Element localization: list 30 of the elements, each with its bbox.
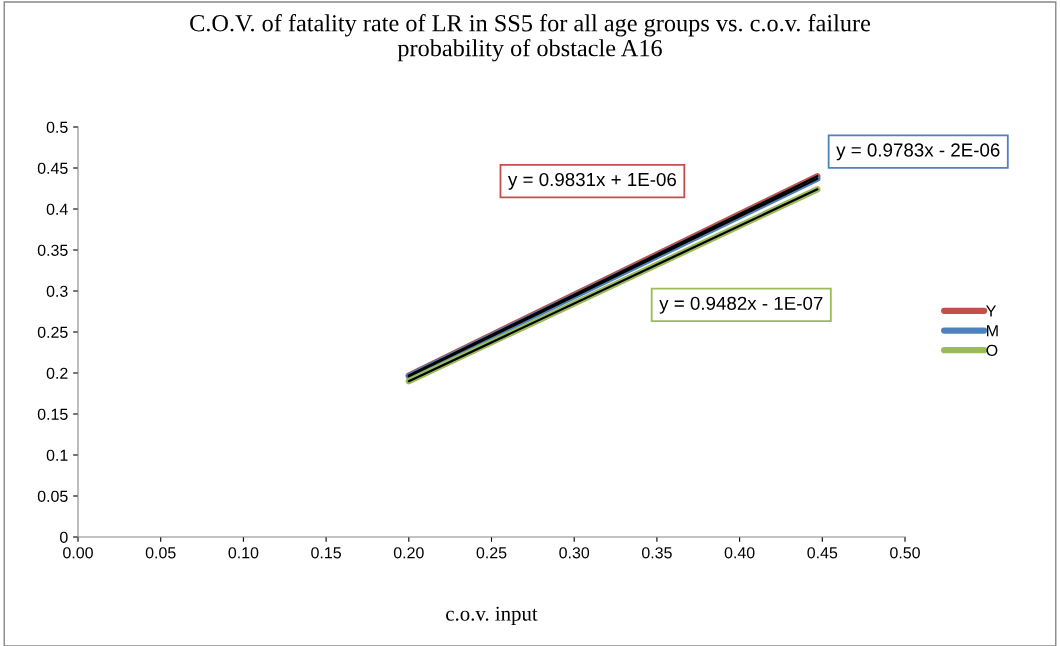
x-tick-label: 0.15 [311,547,341,559]
x-tick-label: 0.40 [724,547,755,559]
x-tick-label: 0.35 [641,547,672,559]
legend-label: O [986,344,998,356]
annotation: y = 0.9482x - 1E-07 [659,296,823,314]
x-tick-label: 0.30 [559,547,590,559]
legend-label: Y [986,305,997,317]
y-tick-label: 0.5 [46,121,68,133]
x-tick-label: 0.45 [807,547,838,559]
x-tick-label: 0.50 [890,547,920,559]
y-tick-label: 0.2 [46,367,68,379]
legend-label: M [987,325,998,337]
y-tick-label: 0.4 [46,203,68,215]
y-tick-label: 0.05 [37,490,68,502]
x-tick-label: 0.00 [63,547,93,559]
x-tick-label: 0.25 [476,547,507,559]
annotation: y = 0.9831x + 1E-06 [508,172,677,190]
y-tick-label: 0.3 [46,285,68,297]
x-tick-label: 0.10 [228,547,259,559]
x-axis-title: c.o.v. input [446,606,538,625]
y-tick-label: 0.1 [46,449,68,461]
y-tick-label: 0.25 [37,326,68,338]
x-tick-label: 0.20 [393,547,424,559]
x-tick-label: 0.05 [145,547,176,559]
y-tick-label: 0.45 [37,162,68,174]
chart-title: C.O.V. of fatality rate of LR in SS5 for all age groups vs. c.o.v. failure probability of obstacle A16 [190,14,871,62]
y-tick-label: 0.35 [37,244,68,256]
annotation: y = 0.9783x - 2E-06 [836,143,1000,161]
y-tick-label: 0.15 [37,408,68,420]
y-tick-label: 0 [60,531,68,543]
